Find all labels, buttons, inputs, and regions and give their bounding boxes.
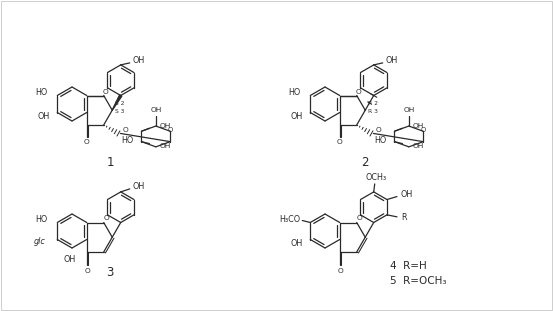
Text: O: O [168, 128, 173, 133]
Text: O: O [375, 128, 381, 133]
Text: OH: OH [133, 56, 145, 65]
Text: O: O [84, 139, 90, 145]
Text: OH: OH [37, 112, 49, 121]
Text: S 2: S 2 [115, 101, 125, 106]
Polygon shape [112, 95, 122, 110]
Text: 1: 1 [106, 156, 114, 169]
Text: O: O [122, 128, 128, 133]
Text: OH: OH [159, 143, 171, 149]
Text: H₃CO: H₃CO [279, 215, 300, 224]
Text: HO: HO [35, 88, 47, 97]
Text: O: O [421, 128, 426, 133]
Text: HO: HO [122, 136, 134, 145]
Text: R: R [401, 213, 406, 222]
Text: O: O [337, 139, 343, 145]
Text: OH: OH [159, 123, 171, 129]
Text: O: O [103, 89, 108, 95]
Text: glc: glc [34, 237, 45, 246]
Text: 4  R=H: 4 R=H [390, 261, 427, 271]
Text: OCH₃: OCH₃ [365, 174, 387, 182]
Text: OH: OH [150, 107, 161, 113]
Text: OH: OH [290, 112, 302, 121]
Text: HO: HO [35, 215, 47, 224]
Text: OH: OH [290, 239, 302, 248]
Text: OH: OH [64, 256, 76, 264]
Text: OH: OH [403, 107, 414, 113]
Text: O: O [357, 215, 363, 220]
Text: OH: OH [413, 123, 424, 129]
Text: OH: OH [413, 143, 424, 149]
Text: 2: 2 [361, 156, 369, 169]
Text: R 3: R 3 [368, 109, 378, 114]
Text: 3: 3 [106, 267, 114, 280]
Text: HO: HO [374, 136, 387, 145]
Text: OH: OH [401, 190, 413, 199]
Text: R 2: R 2 [368, 101, 378, 106]
Text: HO: HO [288, 88, 300, 97]
Text: O: O [356, 89, 362, 95]
Text: OH: OH [133, 182, 145, 191]
Text: O: O [85, 268, 91, 274]
Text: OH: OH [386, 56, 398, 65]
Text: O: O [104, 215, 109, 220]
Text: O: O [338, 268, 343, 274]
Text: 5  R=OCH₃: 5 R=OCH₃ [390, 276, 446, 286]
Text: S 3: S 3 [115, 109, 124, 114]
